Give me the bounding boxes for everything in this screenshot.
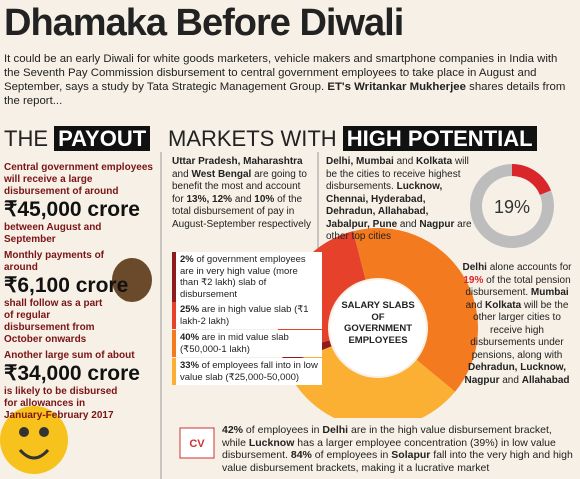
paragraph: 42% of employees in Delhi are in the hig… — [222, 424, 576, 474]
header: THE — [4, 126, 48, 151]
emoji-mouth — [18, 448, 50, 460]
payout-amount: ₹6,100 crore — [4, 274, 129, 297]
text-run: of employees in — [243, 424, 323, 436]
cv-label: CV — [189, 438, 205, 450]
bold-run: 42% — [222, 424, 244, 436]
bold-run: Delhi — [322, 424, 349, 436]
text-run: are in the high value disbursement brack… — [222, 424, 552, 449]
bold-run: 2% — [180, 254, 194, 265]
payout-column: Central government employees will receiv… — [4, 158, 154, 424]
text-run: and — [465, 299, 486, 311]
bottom-panel — [163, 418, 580, 479]
bold-run: Mumbai — [530, 287, 569, 298]
bold-run: Delhi, Mumbai — [326, 156, 394, 167]
text-run: and — [499, 374, 522, 386]
bold-run: 40% — [180, 332, 200, 343]
text-run: of employees fall into in low value slab… — [180, 360, 318, 383]
intro: It could be an early Diwali for white go… — [4, 52, 576, 108]
bold-run: Allahabad — [521, 374, 570, 386]
emoji-eye — [39, 427, 49, 437]
payout-tail: between August and September — [4, 222, 102, 245]
header: MARKETS WITH — [168, 126, 337, 151]
header-box: PAYOUT — [54, 126, 151, 151]
donut-center — [330, 280, 426, 376]
emoji-icon — [0, 406, 68, 474]
pension-slice — [512, 164, 552, 195]
highlight-run: 19% — [463, 274, 484, 286]
text-run: alone accounts for — [486, 262, 572, 273]
text-run: of employees in — [311, 449, 392, 461]
legend-item: 33% of employees fall into in low value … — [172, 358, 322, 385]
bold-run: Dehradun, Lucknow, Nagpur — [464, 362, 566, 386]
money-bag-icon — [112, 258, 152, 302]
bold-run: Kolkata — [416, 156, 453, 167]
bold-run: West Bengal — [191, 168, 252, 180]
bold-run: 10% — [254, 193, 275, 205]
text-run: and — [397, 218, 420, 230]
legend-item: 2% of government employees are in very h… — [172, 252, 322, 302]
title: Dhamaka Before Diwali — [4, 2, 404, 44]
header-box: HIGH POTENTIAL — [342, 126, 537, 151]
payout-amount: ₹34,000 crore — [4, 362, 140, 385]
text-run: will be the cities to receive highest di… — [326, 156, 469, 192]
bold-run: 84% — [290, 449, 312, 461]
payout-tail: is likely to be disbursed for allowances… — [4, 386, 118, 421]
paragraph: Delhi, Mumbai and Kolkata will be the ci… — [326, 156, 472, 244]
payout-lead: Central government employees will receiv… — [4, 162, 153, 197]
emoji-eye — [19, 427, 29, 437]
donut-slice — [285, 346, 456, 429]
cv-icon — [179, 427, 215, 459]
text-run: has a larger employee concentration (39%… — [222, 436, 556, 462]
text-run: are other top cities — [326, 218, 472, 243]
bold-run: 33% — [180, 360, 200, 371]
payout-lead: Another large sum of about — [4, 350, 135, 361]
text-run: of the total pension disbursement. — [465, 274, 571, 299]
text-run: of government employees are in very high… — [180, 254, 306, 300]
bold-run: Nagpur — [419, 218, 455, 230]
legend-item: 25% are in high value slab (₹1 lakh-2 la… — [172, 302, 322, 329]
donut-slice — [353, 227, 478, 392]
bold-run: Lucknow — [248, 436, 295, 449]
text-run: will be the other larger cities to recei… — [470, 299, 569, 361]
bold-run: 25% — [180, 304, 200, 315]
text-run: fall into the very high and high value d… — [222, 449, 573, 474]
text-run: and — [232, 193, 255, 205]
text-run: It could be an early Diwali for white go… — [4, 53, 558, 93]
bold-run: Lucknow, Chennai, Hyderabad, Dehradun, A… — [326, 181, 443, 230]
bold-run: Kolkata — [485, 299, 522, 311]
paragraph: Uttar Pradesh, Maharashtra and West Beng… — [172, 156, 314, 231]
text-run: and — [172, 168, 192, 180]
text-run: are in mid value slab (₹50,000-1 lakh) — [180, 332, 289, 355]
payout-amount: ₹45,000 crore — [4, 198, 140, 221]
text-run: are going to benefit the most and accoun… — [172, 168, 307, 205]
bold-run: ET's Writankar Mukherjee — [327, 81, 466, 93]
donut-label: SALARY SLABS OF GOVERNMENT EMPLOYEES — [341, 300, 415, 346]
text-run: shares details from the report... — [4, 81, 566, 107]
bold-run: 13%, 12% — [186, 193, 233, 205]
legend-item: 40% are in mid value slab (₹50,000-1 lak… — [172, 330, 322, 357]
paragraph: Delhi alone accounts for 19% of the tota… — [458, 262, 576, 387]
payout-tail: shall follow as a part of regular disbur… — [4, 298, 103, 345]
text-run: of the total disbursement of pay in Augu… — [172, 193, 311, 230]
bold-run: Solapur — [391, 449, 431, 461]
bold-run: Uttar Pradesh, Maharashtra — [172, 156, 303, 167]
payout-lead: Monthly payments of around — [4, 250, 105, 273]
text-run: are in high value slab (₹1 lakh-2 lakh) — [180, 304, 309, 327]
text-run: and — [393, 156, 417, 167]
bold-run: Delhi — [462, 262, 487, 273]
pension-label: 19% — [494, 197, 530, 217]
